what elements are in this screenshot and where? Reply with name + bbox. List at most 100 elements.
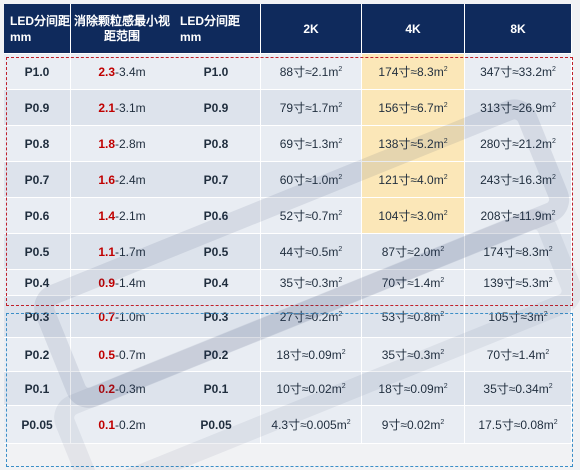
size-value: 18寸≈0.09 [276,348,332,362]
size-cell-8k: 243寸≈16.3m2 [465,162,572,198]
distance-row: P0.8 1.8-2.8m [4,126,174,162]
size-value: 10寸≈0.02 [276,382,332,396]
unit-exponent: 2 [440,277,445,284]
pitch-label: P0.5 [172,234,261,270]
unit-exponent: 2 [443,174,448,181]
header-2k: 2K [261,4,362,54]
unit-text: m [433,173,444,187]
unit-exponent: 2 [552,138,556,145]
distance-cell: 1.6-2.4m [71,162,174,198]
distance-range-value: -0.3m [115,381,146,396]
pitch-label: P0.1 [4,372,71,406]
size-value: 70寸≈1.4 [486,348,536,362]
size-value: 79寸≈1.7 [279,101,329,115]
distance-row: P0.7 1.6-2.4m [4,162,174,198]
size-value: 35寸≈0.3 [279,276,329,290]
pitch-label: P0.8 [172,126,261,162]
size-cell-4k: 121寸≈4.0m2 [362,162,465,198]
size-value: 280寸≈21.2 [480,137,543,151]
pitch-label: P1.0 [172,54,261,90]
unit-exponent: 2 [443,383,448,390]
pitch-label: P0.05 [172,406,261,444]
unit-text: m [331,348,342,362]
pitch-label: P0.6 [172,198,261,234]
size-cell-8k: 208寸≈11.9m2 [465,198,572,234]
unit-exponent: 2 [338,66,343,73]
size-cell-2k: 4.3寸≈0.005m2 [261,406,362,444]
unit-exponent: 2 [548,246,553,253]
unit-text: m [433,101,444,115]
unit-exponent: 2 [338,277,343,284]
header-4k: 4K [362,4,465,54]
size-cell-4k: 156寸≈6.7m2 [362,90,465,126]
size-value: 104寸≈3.0 [378,209,434,223]
size-cell-2k: 79寸≈1.7m2 [261,90,362,126]
unit-exponent: 2 [440,311,445,318]
size-value: 313寸≈26.9 [480,101,543,115]
unit-exponent: 2 [338,311,343,318]
unit-text: m [430,276,441,290]
distance-range-value: -2.4m [115,172,146,187]
distance-row: P0.5 1.1-1.7m [4,234,174,270]
unit-text: m [433,209,444,223]
distance-cell: 2.3-3.4m [71,54,174,90]
pitch-label: P0.4 [172,270,261,296]
unit-text: m [328,209,339,223]
size-value: 60寸≈1.0 [279,173,329,187]
screen-size-rows: P1.0 88寸≈2.1m2 174寸≈8.3m2 347寸≈33.2m2 P0.9 79… [172,54,572,444]
distance-row: P0.1 0.2-0.3m [4,372,174,406]
min-distance-value: 0.7 [98,309,115,324]
unit-exponent: 2 [545,349,550,356]
size-cell-4k: 138寸≈5.2m2 [362,126,465,162]
unit-exponent: 2 [338,246,343,253]
pitch-label: P0.5 [4,234,71,270]
distance-cell: 0.7-1.0m [71,296,174,338]
distance-cell: 2.1-3.1m [71,90,174,126]
size-cell-2k: 60寸≈1.0m2 [261,162,362,198]
size-value: 35寸≈0.3 [381,348,431,362]
size-value: 139寸≈5.3 [483,276,539,290]
unit-text: m [538,245,549,259]
unit-exponent: 2 [341,349,346,356]
viewing-distance-table: LED分间距mm 消除颗粒感最小视距范围 P1.0 2.3-3.4m P0.9 2.1… [4,4,174,444]
pitch-label: P0.2 [172,338,261,372]
size-cell-8k: 313寸≈26.9m2 [465,90,572,126]
distance-cell: 0.1-0.2m [71,406,174,444]
distance-range-value: -1.0m [115,309,146,324]
size-row: P0.4 35寸≈0.3m2 70寸≈1.4m2 139寸≈5.3m2 [172,270,572,296]
distance-range-value: -1.4m [115,275,146,290]
size-value: 208寸≈11.9 [480,209,542,223]
unit-text: m [433,65,444,79]
pitch-label: P0.05 [4,406,71,444]
size-row: P0.6 52寸≈0.7m2 104寸≈3.0m2 208寸≈11.9m2 [172,198,572,234]
unit-exponent: 2 [543,311,548,318]
unit-text: m [533,310,544,324]
min-distance-value: 2.1 [98,100,115,115]
size-cell-2k: 10寸≈0.02m2 [261,372,362,406]
size-row: P1.0 88寸≈2.1m2 174寸≈8.3m2 347寸≈33.2m2 [172,54,572,90]
unit-text: m [538,276,549,290]
size-value: 35寸≈0.34 [483,382,539,396]
unit-text: m [328,276,339,290]
distance-range-value: -0.2m [115,417,146,432]
min-distance-value: 0.9 [98,275,115,290]
size-cell-8k: 280寸≈21.2m2 [465,126,572,162]
unit-exponent: 2 [338,210,343,217]
pitch-label: P0.7 [4,162,71,198]
size-value: 4.3寸≈0.005 [271,418,337,432]
unit-text: m [542,101,553,115]
size-value: 17.5寸≈0.08 [478,418,544,432]
unit-text: m [328,137,339,151]
size-cell-2k: 52寸≈0.7m2 [261,198,362,234]
pitch-label: P0.3 [4,296,71,338]
unit-exponent: 2 [338,174,343,181]
size-cell-4k: 18寸≈0.09m2 [362,372,465,406]
unit-text: m [535,348,546,362]
size-row: P0.1 10寸≈0.02m2 18寸≈0.09m2 35寸≈0.34m2 [172,372,572,406]
unit-text: m [433,137,444,151]
min-distance-value: 1.8 [98,136,115,151]
size-cell-2k: 44寸≈0.5m2 [261,234,362,270]
size-cell-4k: 53寸≈0.8m2 [362,296,465,338]
distance-range-value: -1.7m [115,244,146,259]
